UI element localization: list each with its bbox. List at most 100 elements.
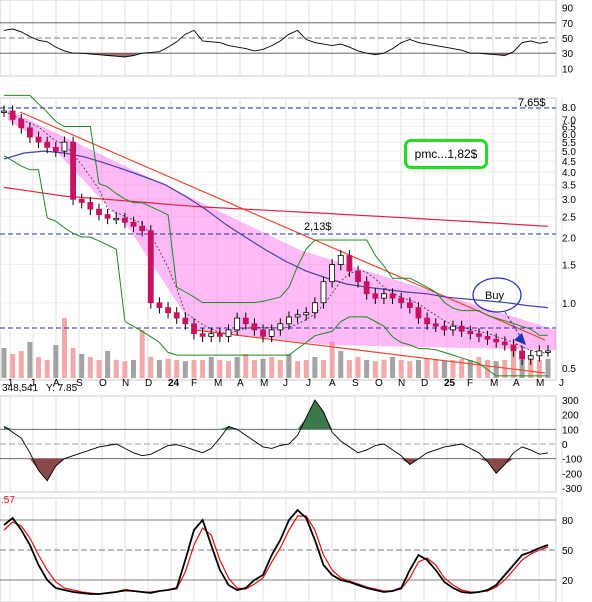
month-label: M	[490, 378, 498, 389]
volume-bar	[226, 361, 232, 378]
volume-bar	[510, 351, 516, 378]
candle-body	[251, 323, 258, 331]
month-label: A	[237, 378, 244, 389]
candle-body	[165, 307, 171, 314]
volume-bar	[303, 360, 309, 378]
price-tick-label: 3.0	[562, 195, 576, 206]
candle-body	[1, 110, 7, 113]
price-tick-label: 5.5	[562, 138, 576, 149]
volume-bar	[355, 357, 361, 378]
volume-bar	[208, 357, 214, 378]
volume-bar	[27, 342, 33, 378]
month-label: M	[260, 378, 268, 389]
volume-bar	[234, 357, 240, 378]
month-label: S	[352, 378, 359, 389]
annotation-pmc: pmc...1,82$	[414, 147, 478, 161]
candle-body	[303, 312, 310, 316]
candle-body	[277, 323, 284, 331]
cci-tick-label: 0	[562, 440, 568, 451]
stoch-k-line	[3, 508, 549, 595]
volume-bar	[441, 361, 447, 378]
volume-bar	[174, 360, 180, 378]
annotation-mid-price: 2,13$	[304, 221, 332, 233]
month-label: J	[30, 378, 35, 389]
volume-bar	[18, 351, 24, 378]
price-tick-label: 3.5	[562, 181, 576, 192]
candle-body	[208, 333, 215, 337]
volume-bar	[277, 360, 283, 378]
candle-body	[458, 325, 465, 332]
rsi-tick-label: 90	[562, 4, 574, 15]
volume-bar	[545, 358, 551, 378]
volume-bar	[10, 354, 16, 378]
volume-bar	[476, 357, 482, 378]
cci-tick-label: -100	[562, 455, 582, 466]
candle-body	[268, 329, 275, 337]
candle-body	[519, 350, 525, 360]
volume-bar	[450, 360, 456, 378]
annotation-buy: Buy	[485, 290, 504, 302]
candle-body	[130, 221, 137, 227]
volume-bar	[260, 358, 266, 378]
rsi-tick-label: 30	[562, 49, 574, 60]
volume-bar	[156, 360, 162, 378]
candle-body	[329, 264, 336, 283]
price-tick-label: 1.0	[562, 299, 576, 310]
candle-body	[104, 214, 111, 219]
volume-bar	[105, 351, 111, 378]
volume-bar	[398, 360, 404, 378]
volume-bar	[459, 358, 465, 378]
cci-tick-label: 200	[562, 411, 579, 422]
volume-bar	[312, 357, 318, 378]
candle-body	[406, 302, 413, 308]
volume-bar	[87, 357, 93, 378]
volume-bar	[79, 354, 85, 378]
candle-body	[389, 293, 396, 299]
volume-bar	[44, 360, 50, 378]
price-tick-label: 6.0	[562, 130, 576, 141]
candle-body	[311, 302, 318, 314]
month-label: S	[76, 378, 83, 389]
upper-trendline	[19, 111, 546, 341]
candle-body	[234, 317, 241, 331]
month-label: J	[559, 378, 564, 389]
candle-body	[70, 141, 76, 200]
candle-body	[432, 323, 439, 327]
candle-body	[121, 217, 128, 223]
price-tick-label: 2.5	[562, 212, 576, 223]
candle-body	[147, 230, 154, 304]
volume-bar	[467, 360, 473, 378]
candle-body	[113, 217, 120, 221]
volume-bar	[424, 358, 430, 378]
candle-body	[173, 312, 180, 319]
price-tick-label: 7.0	[562, 115, 576, 126]
candle-body	[52, 147, 59, 152]
candle-body	[476, 333, 482, 337]
candle-body	[294, 314, 301, 318]
price-tick-label: 8.0	[562, 103, 576, 114]
rsi-tick-label: 70	[562, 19, 574, 30]
stoch-value: .57	[1, 495, 15, 506]
volume-bar	[165, 358, 171, 378]
candle-body	[467, 330, 474, 335]
month-label: A	[53, 378, 60, 389]
candle-body	[260, 329, 266, 337]
month-label: J	[283, 378, 288, 389]
price-tick-label: 5.0	[562, 147, 576, 158]
rsi-tick-label: 50	[562, 34, 574, 45]
rsi-line	[3, 28, 549, 58]
price-tick-label: 0.5	[562, 364, 576, 375]
candle-body	[484, 335, 491, 340]
volume-bar	[415, 360, 421, 378]
volume-bar	[36, 357, 42, 378]
volume-bar	[536, 360, 542, 378]
candle-body	[346, 255, 353, 272]
volume-bar	[96, 360, 102, 378]
volume-bar	[191, 360, 197, 378]
price-tick-label: 1.5	[562, 261, 576, 272]
volume-bar	[295, 361, 301, 378]
volume-bar	[148, 357, 154, 378]
cci-oversold-fill	[4, 458, 548, 481]
volume-bar	[61, 318, 67, 378]
